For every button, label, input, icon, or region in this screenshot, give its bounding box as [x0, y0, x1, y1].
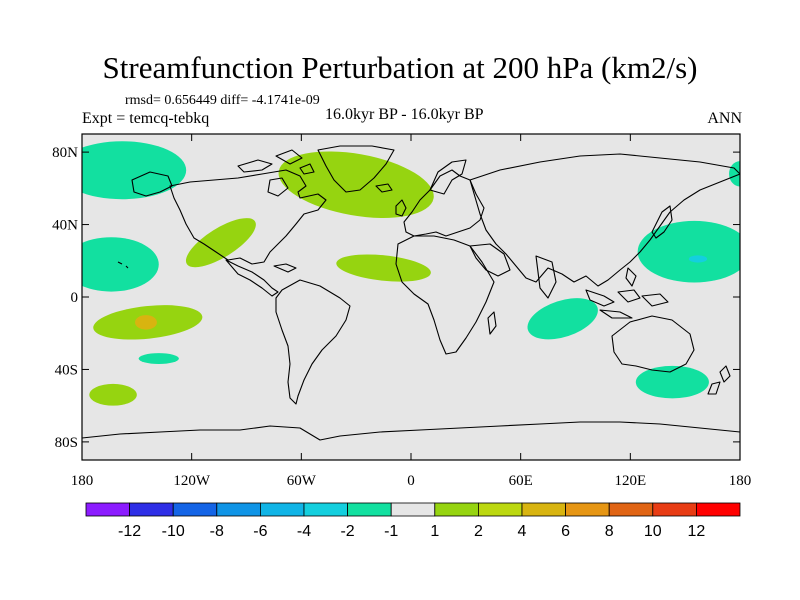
x-tick-label: 120E — [614, 473, 646, 489]
anomaly-west-pacific-japan-core — [688, 255, 708, 263]
season-label: ANN — [707, 110, 742, 127]
coast-maritime-continent — [585, 267, 669, 319]
coast-japan — [651, 205, 673, 239]
coast-australia — [611, 315, 695, 373]
colorbar-swatch — [129, 502, 174, 517]
coast-hudson-bay — [267, 177, 289, 197]
colorbar-swatch — [85, 502, 130, 517]
anomaly-east-pacific-subtropics — [82, 237, 159, 292]
colorbar-label: -12 — [118, 523, 141, 540]
anomaly-south-pacific-high — [89, 383, 137, 406]
colorbar: -12 -10 -8 -6 -4 -2 -1 1 2 4 6 8 10 12 — [85, 502, 741, 540]
coast-alaska — [131, 171, 173, 197]
colorbar-swatch — [303, 502, 348, 517]
coast-central-america — [225, 259, 279, 297]
colorbar-swatch — [390, 502, 436, 517]
anomaly-south-pacific-tropics-peak — [135, 315, 157, 330]
coast-africa — [395, 235, 495, 355]
coast-scandinavia — [429, 159, 467, 195]
colorbar-label: 8 — [605, 523, 614, 540]
colorbar-label: 10 — [644, 523, 662, 540]
colorbar-swatch — [259, 502, 305, 517]
coast-asia — [469, 153, 740, 287]
coast-north-america — [169, 169, 327, 265]
colorbar-swatch — [652, 502, 697, 517]
y-tick-label: 40N — [52, 218, 78, 234]
x-tick-label: 120W — [173, 473, 211, 489]
colorbar-swatch — [565, 502, 610, 517]
colorbar-label: 4 — [518, 523, 527, 540]
coast-new-zealand — [707, 365, 731, 395]
coast-iceland — [375, 183, 393, 193]
colorbar-label: 12 — [688, 523, 706, 540]
colorbar-swatch — [172, 502, 218, 517]
stats-line: rmsd= 0.656449 diff= -4.1741e-09 — [125, 93, 320, 108]
colorbar-label: 6 — [561, 523, 570, 540]
y-tick-label: 40S — [55, 362, 78, 378]
colorbar-swatch — [434, 502, 479, 517]
colorbar-swatch — [477, 502, 523, 517]
anomaly-north-america-southeast — [185, 218, 256, 268]
colorbar-swatch — [696, 502, 741, 517]
anomaly-southern-ocean-indian — [635, 365, 709, 399]
coast-india — [535, 255, 557, 299]
colorbar-label: -2 — [340, 523, 354, 540]
colorbar-swatch — [521, 502, 566, 517]
y-tick-label: 80N — [52, 145, 78, 161]
anomaly-north-pacific-arctic — [82, 141, 187, 200]
anomaly-hudson-bay-greenland — [278, 151, 434, 218]
colorbar-label: -10 — [162, 523, 185, 540]
anomaly-indian-ocean-west — [527, 298, 598, 340]
x-tick-label: 180 — [729, 473, 752, 489]
x-tick-label: 0 — [407, 473, 415, 489]
x-tick-label: 60E — [509, 473, 533, 489]
colorbar-label: 2 — [474, 523, 483, 540]
coast-arctic-islands — [237, 149, 315, 175]
coast-hawaii — [117, 261, 129, 269]
colorbar-swatch — [347, 502, 392, 517]
colorbar-label: -1 — [384, 523, 398, 540]
coast-caribbean — [273, 263, 297, 273]
colorbar-label: -4 — [297, 523, 311, 540]
coast-arabia — [469, 243, 511, 277]
x-tick-label: 60W — [287, 473, 317, 489]
anomaly-north-africa — [336, 254, 431, 282]
colorbar-label: -6 — [253, 523, 267, 540]
plot-title: Streamfunction Perturbation at 200 hPa (… — [102, 50, 698, 85]
coast-greenland — [317, 145, 395, 193]
anomaly-layer — [82, 141, 740, 406]
coast-antarctica — [82, 421, 740, 441]
coast-british-isles — [395, 199, 407, 217]
x-tick-label: 180 — [71, 473, 94, 489]
colorbar-label: 1 — [430, 523, 439, 540]
experiment-label: Expt = temcq-tebkq — [82, 110, 210, 127]
anomaly-south-pacific-midlat — [138, 353, 179, 365]
y-tick-label: 80S — [55, 435, 78, 451]
period-label: 16.0kyr BP - 16.0kyr BP — [325, 106, 484, 123]
y-tick-label: 0 — [71, 290, 79, 306]
colorbar-label: -8 — [210, 523, 224, 540]
coast-madagascar — [487, 311, 497, 335]
coast-south-america — [275, 279, 351, 405]
colorbar-swatch — [608, 502, 654, 517]
colorbar-swatch — [216, 502, 261, 517]
axis-ticks: 180 120W 60W 0 60E 120E 180 80N 40N 0 40S 80S — [52, 134, 751, 489]
anomaly-west-pacific-japan — [637, 220, 740, 283]
coastlines — [82, 145, 740, 441]
